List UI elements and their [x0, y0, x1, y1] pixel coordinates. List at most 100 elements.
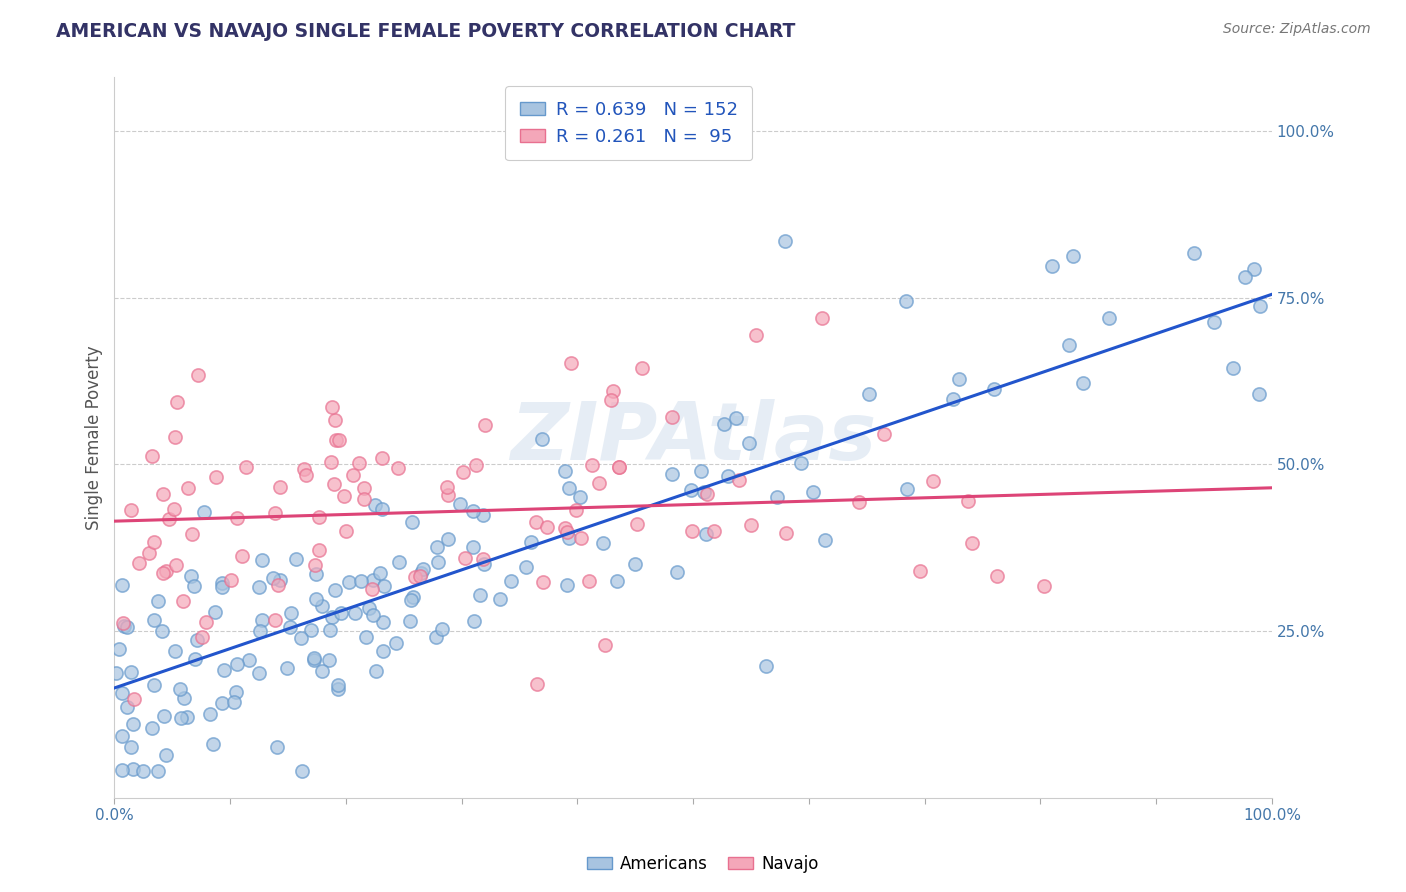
Point — [693, 484, 716, 499]
Point — [430, 622, 453, 636]
Point — [212, 663, 235, 677]
Point — [166, 395, 188, 409]
Point — [738, 436, 761, 450]
Point — [595, 638, 617, 652]
Point — [132, 764, 155, 779]
Point — [155, 748, 177, 763]
Point — [489, 592, 512, 607]
Point — [1202, 315, 1225, 329]
Point — [165, 558, 187, 573]
Point — [225, 510, 247, 524]
Point — [142, 613, 165, 627]
Point — [569, 531, 592, 545]
Point — [122, 717, 145, 731]
Point — [111, 578, 134, 592]
Point — [202, 737, 225, 751]
Point — [111, 686, 134, 700]
Point — [983, 383, 1005, 397]
Point — [155, 564, 177, 578]
Point — [564, 503, 586, 517]
Point — [350, 574, 373, 588]
Point — [343, 607, 366, 621]
Point — [266, 740, 288, 755]
Point — [631, 361, 654, 376]
Point — [599, 393, 621, 408]
Point — [607, 459, 630, 474]
Point — [717, 469, 740, 483]
Point — [790, 456, 813, 470]
Point — [183, 579, 205, 593]
Point — [311, 599, 333, 613]
Point — [224, 695, 246, 709]
Point — [1040, 260, 1063, 274]
Point — [908, 565, 931, 579]
Point — [810, 310, 832, 325]
Point — [211, 575, 233, 590]
Point — [371, 615, 394, 629]
Point — [321, 455, 343, 469]
Point — [193, 505, 215, 519]
Point — [578, 574, 600, 589]
Text: AMERICAN VS NAVAJO SINGLE FEMALE POVERTY CORRELATION CHART: AMERICAN VS NAVAJO SINGLE FEMALE POVERTY… — [56, 22, 796, 41]
Point — [361, 582, 384, 596]
Point — [354, 630, 377, 644]
Point — [180, 569, 202, 583]
Point — [1071, 376, 1094, 390]
Point — [122, 762, 145, 776]
Point — [530, 432, 553, 446]
Point — [148, 764, 170, 779]
Point — [1249, 299, 1271, 313]
Point — [555, 525, 578, 540]
Point — [195, 615, 218, 629]
Point — [363, 574, 385, 588]
Point — [205, 470, 228, 484]
Point — [326, 678, 349, 692]
Point — [304, 558, 326, 572]
Point — [371, 451, 394, 466]
Point — [264, 613, 287, 627]
Point — [163, 501, 186, 516]
Point — [111, 730, 134, 744]
Point — [775, 526, 797, 541]
Point — [308, 543, 330, 558]
Legend: Americans, Navajo: Americans, Navajo — [581, 848, 825, 880]
Point — [848, 495, 870, 509]
Point — [515, 560, 537, 574]
Point — [426, 555, 449, 569]
Point — [319, 623, 342, 637]
Point — [464, 458, 486, 473]
Point — [558, 531, 581, 545]
Point — [330, 607, 353, 621]
Point — [328, 434, 350, 448]
Y-axis label: Single Female Poverty: Single Female Poverty — [86, 345, 103, 530]
Point — [115, 699, 138, 714]
Text: Source: ZipAtlas.com: Source: ZipAtlas.com — [1223, 22, 1371, 37]
Point — [1182, 246, 1205, 260]
Point — [368, 566, 391, 580]
Point — [1057, 338, 1080, 352]
Point — [141, 449, 163, 463]
Point — [728, 473, 751, 487]
Point — [661, 467, 683, 481]
Point — [184, 651, 207, 665]
Point — [519, 535, 541, 549]
Point — [111, 763, 134, 777]
Point — [302, 653, 325, 667]
Point — [337, 574, 360, 589]
Point — [169, 682, 191, 697]
Point — [141, 721, 163, 735]
Text: ZIPAtlas: ZIPAtlas — [510, 399, 876, 476]
Point — [328, 681, 350, 696]
Point — [385, 636, 408, 650]
Point — [238, 653, 260, 667]
Point — [436, 480, 458, 494]
Point — [124, 691, 146, 706]
Point — [755, 659, 778, 673]
Point — [211, 697, 233, 711]
Point — [402, 590, 425, 604]
Point — [773, 235, 796, 249]
Point — [873, 426, 896, 441]
Point — [321, 400, 343, 414]
Point — [896, 483, 918, 497]
Point — [276, 660, 298, 674]
